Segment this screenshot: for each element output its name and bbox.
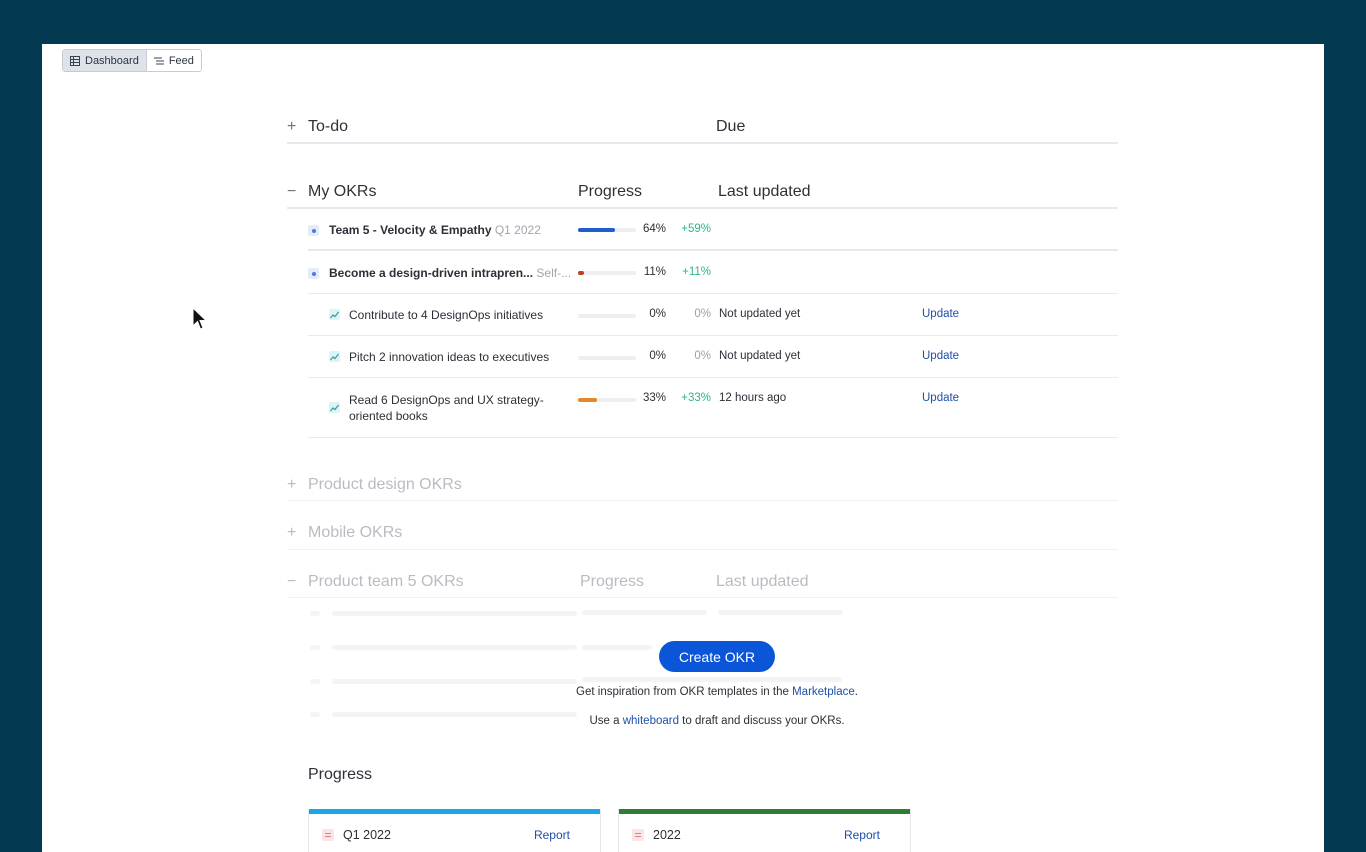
progress-delta: +59% bbox=[681, 223, 711, 235]
progress-card[interactable]: 2022 Report bbox=[618, 809, 911, 852]
update-link[interactable]: Update bbox=[922, 392, 960, 404]
collapse-icon[interactable]: − bbox=[287, 572, 297, 590]
report-doc-icon bbox=[322, 829, 334, 841]
progress-bar bbox=[578, 398, 636, 402]
collapse-icon[interactable]: − bbox=[287, 183, 297, 200]
feed-view-button[interactable]: Feed bbox=[146, 50, 201, 71]
dashboard-label: Dashboard bbox=[85, 54, 139, 67]
progress-percent: 64% bbox=[642, 223, 666, 235]
update-link[interactable]: Update bbox=[922, 308, 960, 320]
progress-bar bbox=[578, 356, 636, 360]
last-updated-column-header: Last updated bbox=[718, 183, 811, 200]
expand-icon[interactable]: + bbox=[287, 475, 297, 493]
progress-column-header: Progress bbox=[580, 572, 645, 590]
progress-card[interactable]: Q1 2022 Report bbox=[308, 809, 601, 852]
progress-delta: 0% bbox=[694, 308, 711, 320]
progress-delta: +11% bbox=[682, 266, 711, 278]
progress-percent: 0% bbox=[649, 308, 666, 320]
feed-icon bbox=[153, 57, 164, 64]
my-okrs-section-header[interactable]: − My OKRs Progress Last updated bbox=[287, 177, 1118, 209]
progress-delta: +33% bbox=[681, 392, 711, 404]
whiteboard-link[interactable]: whiteboard bbox=[622, 715, 679, 727]
objective-icon bbox=[308, 225, 319, 236]
progress-bar bbox=[578, 314, 636, 318]
skeleton-line bbox=[310, 645, 320, 650]
okr-name[interactable]: Read 6 DesignOps and UX strategy-oriente… bbox=[349, 393, 544, 423]
product-team-okrs-title: Product team 5 OKRs bbox=[308, 572, 464, 590]
objective-icon bbox=[308, 268, 319, 279]
skeleton-line bbox=[332, 611, 577, 616]
okr-name[interactable]: Become a design-driven intrapren... Self… bbox=[329, 266, 572, 280]
todo-title: To-do bbox=[308, 118, 349, 135]
marketplace-link[interactable]: Marketplace bbox=[792, 686, 855, 698]
dashboard-view-button[interactable]: Dashboard bbox=[63, 50, 147, 71]
table-icon bbox=[70, 55, 80, 66]
okr-row[interactable]: Team 5 - Velocity & Empathy Q1 2022 64% … bbox=[308, 209, 1118, 251]
progress-bar bbox=[578, 228, 636, 232]
skeleton-line bbox=[310, 611, 320, 616]
todo-section-header[interactable]: + To-do Due bbox=[287, 112, 1118, 144]
skeleton-line bbox=[582, 677, 842, 682]
skeleton-line bbox=[332, 645, 577, 650]
okr-row[interactable]: Read 6 DesignOps and UX strategy-oriente… bbox=[308, 378, 1118, 438]
okr-name[interactable]: Contribute to 4 DesignOps initiatives bbox=[349, 308, 544, 322]
skeleton-line bbox=[582, 645, 652, 650]
report-link[interactable]: Report bbox=[843, 828, 880, 842]
progress-delta: 0% bbox=[694, 350, 711, 362]
okr-row[interactable]: Become a design-driven intrapren... Self… bbox=[308, 251, 1118, 294]
report-link[interactable]: Report bbox=[533, 828, 570, 842]
key-result-icon bbox=[329, 309, 340, 320]
skeleton-line bbox=[332, 712, 577, 717]
progress-percent: 11% bbox=[643, 266, 666, 278]
skeleton-line bbox=[310, 712, 320, 717]
report-doc-icon bbox=[632, 829, 644, 841]
okr-row[interactable]: Contribute to 4 DesignOps initiatives 0%… bbox=[308, 294, 1118, 336]
due-column-header: Due bbox=[716, 118, 746, 135]
last-updated-column-header: Last updated bbox=[716, 572, 809, 590]
view-toggle: Dashboard Feed bbox=[62, 49, 202, 72]
mouse-cursor-icon bbox=[192, 307, 208, 330]
progress-percent: 33% bbox=[642, 392, 666, 404]
expand-icon[interactable]: + bbox=[287, 524, 297, 541]
progress-percent: 0% bbox=[649, 350, 666, 362]
progress-bar-fill bbox=[578, 228, 616, 232]
create-okr-button[interactable]: Create OKR bbox=[659, 641, 775, 672]
progress-bar-fill bbox=[578, 398, 598, 402]
progress-bar bbox=[578, 271, 636, 275]
last-updated-text: Not updated yet bbox=[719, 350, 801, 362]
card-name: 2022 bbox=[653, 828, 681, 842]
whiteboard-hint: Use a whiteboard to draft and discuss yo… bbox=[589, 715, 845, 727]
key-result-icon bbox=[329, 351, 340, 362]
mobile-okrs-header[interactable]: + Mobile OKRs bbox=[287, 517, 1118, 550]
card-color-bar bbox=[619, 809, 910, 814]
product-team-okrs-header[interactable]: − Product team 5 OKRs Progress Last upda… bbox=[287, 566, 1118, 598]
okr-name[interactable]: Pitch 2 innovation ideas to executives bbox=[349, 350, 550, 364]
skeleton-line bbox=[718, 610, 843, 615]
product-design-okrs-header[interactable]: + Product design OKRs bbox=[287, 469, 1118, 501]
progress-bar-fill bbox=[578, 271, 585, 275]
skeleton-line bbox=[582, 610, 707, 615]
update-link[interactable]: Update bbox=[922, 350, 960, 362]
okr-name[interactable]: Team 5 - Velocity & Empathy Q1 2022 bbox=[329, 223, 541, 237]
expand-icon[interactable]: + bbox=[287, 118, 297, 135]
mobile-okrs-title: Mobile OKRs bbox=[308, 524, 403, 541]
skeleton-line bbox=[332, 679, 577, 684]
okr-dashboard-page: Dashboard Feed + To-do Due − My OKRs Pro… bbox=[42, 44, 1324, 852]
feed-label: Feed bbox=[168, 54, 194, 67]
my-okrs-title: My OKRs bbox=[308, 183, 377, 200]
key-result-icon bbox=[329, 402, 340, 413]
progress-column-header: Progress bbox=[578, 183, 643, 200]
card-color-bar bbox=[309, 809, 600, 814]
progress-section-title: Progress bbox=[308, 766, 373, 783]
last-updated-text: 12 hours ago bbox=[719, 392, 787, 404]
card-name: Q1 2022 bbox=[343, 828, 391, 842]
skeleton-line bbox=[310, 679, 320, 684]
product-design-okrs-title: Product design OKRs bbox=[308, 475, 462, 493]
last-updated-text: Not updated yet bbox=[719, 308, 801, 320]
marketplace-hint: Get inspiration from OKR templates in th… bbox=[576, 686, 858, 698]
okr-row[interactable]: Pitch 2 innovation ideas to executives 0… bbox=[308, 336, 1118, 378]
